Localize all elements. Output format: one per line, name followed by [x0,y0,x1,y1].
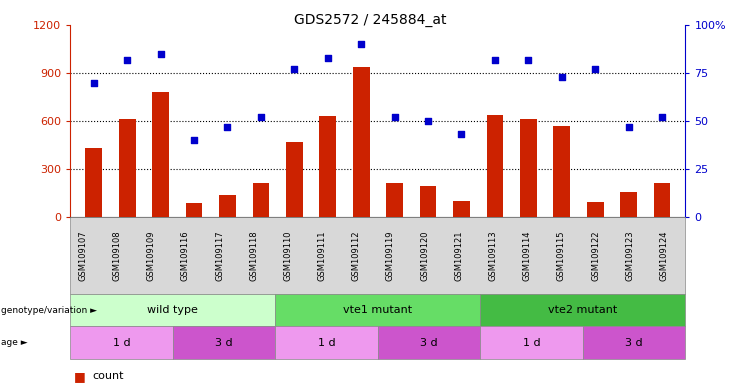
Point [155,51,167,57]
Text: 3 d: 3 d [420,338,438,348]
Text: GSM109122: GSM109122 [591,230,600,281]
Text: GSM109124: GSM109124 [659,230,668,281]
Text: GSM109114: GSM109114 [522,230,532,281]
Text: GSM109116: GSM109116 [181,230,190,281]
Point [422,118,434,124]
Text: GSM109120: GSM109120 [420,230,429,281]
Bar [587,202,603,217]
Point [489,56,501,63]
Text: GSM109107: GSM109107 [79,230,87,281]
Text: GSM109108: GSM109108 [113,230,122,281]
Text: wild type: wild type [147,305,199,315]
Text: 1 d: 1 d [523,338,540,348]
Text: GSM109111: GSM109111 [318,230,327,281]
Point [456,131,468,137]
Point [322,55,333,61]
Text: GSM109119: GSM109119 [386,230,395,281]
Bar [119,119,136,217]
Bar [453,201,470,217]
Bar [554,126,570,217]
Text: vte1 mutant: vte1 mutant [343,305,413,315]
Point [222,124,233,130]
Point [522,56,534,63]
Point [122,56,133,63]
Text: 3 d: 3 d [625,338,643,348]
Bar [286,142,303,217]
Text: 1 d: 1 d [318,338,336,348]
Text: GSM109113: GSM109113 [488,230,497,281]
Point [88,79,100,86]
Text: 3 d: 3 d [216,338,233,348]
Text: GSM109115: GSM109115 [556,230,566,281]
Bar [520,119,536,217]
Point [188,137,200,143]
Text: GSM109121: GSM109121 [454,230,463,281]
Bar [386,184,403,217]
Bar [620,192,637,217]
Text: GSM109123: GSM109123 [625,230,634,281]
Text: GDS2572 / 245884_at: GDS2572 / 245884_at [294,13,447,27]
Bar [319,116,336,217]
Point [389,114,401,120]
Text: ■: ■ [74,370,86,383]
Point [656,114,668,120]
Text: genotype/variation ►: genotype/variation ► [1,306,97,314]
Point [589,66,601,72]
Point [255,114,267,120]
Text: vte2 mutant: vte2 mutant [548,305,617,315]
Text: count: count [93,371,124,381]
Text: age ►: age ► [1,338,27,347]
Text: 1 d: 1 d [113,338,130,348]
Bar [219,195,236,217]
Point [355,41,367,47]
Bar [85,148,102,217]
Text: GSM109110: GSM109110 [284,230,293,281]
Bar [353,66,370,217]
Text: GSM109118: GSM109118 [249,230,259,281]
Text: GSM109112: GSM109112 [352,230,361,281]
Bar [186,203,202,217]
Bar [654,184,671,217]
Text: GSM109109: GSM109109 [147,230,156,281]
Bar [419,186,436,217]
Point [622,124,634,130]
Bar [487,114,503,217]
Bar [253,184,269,217]
Bar [153,92,169,217]
Point [556,74,568,80]
Text: GSM109117: GSM109117 [215,230,224,281]
Point [288,66,300,72]
